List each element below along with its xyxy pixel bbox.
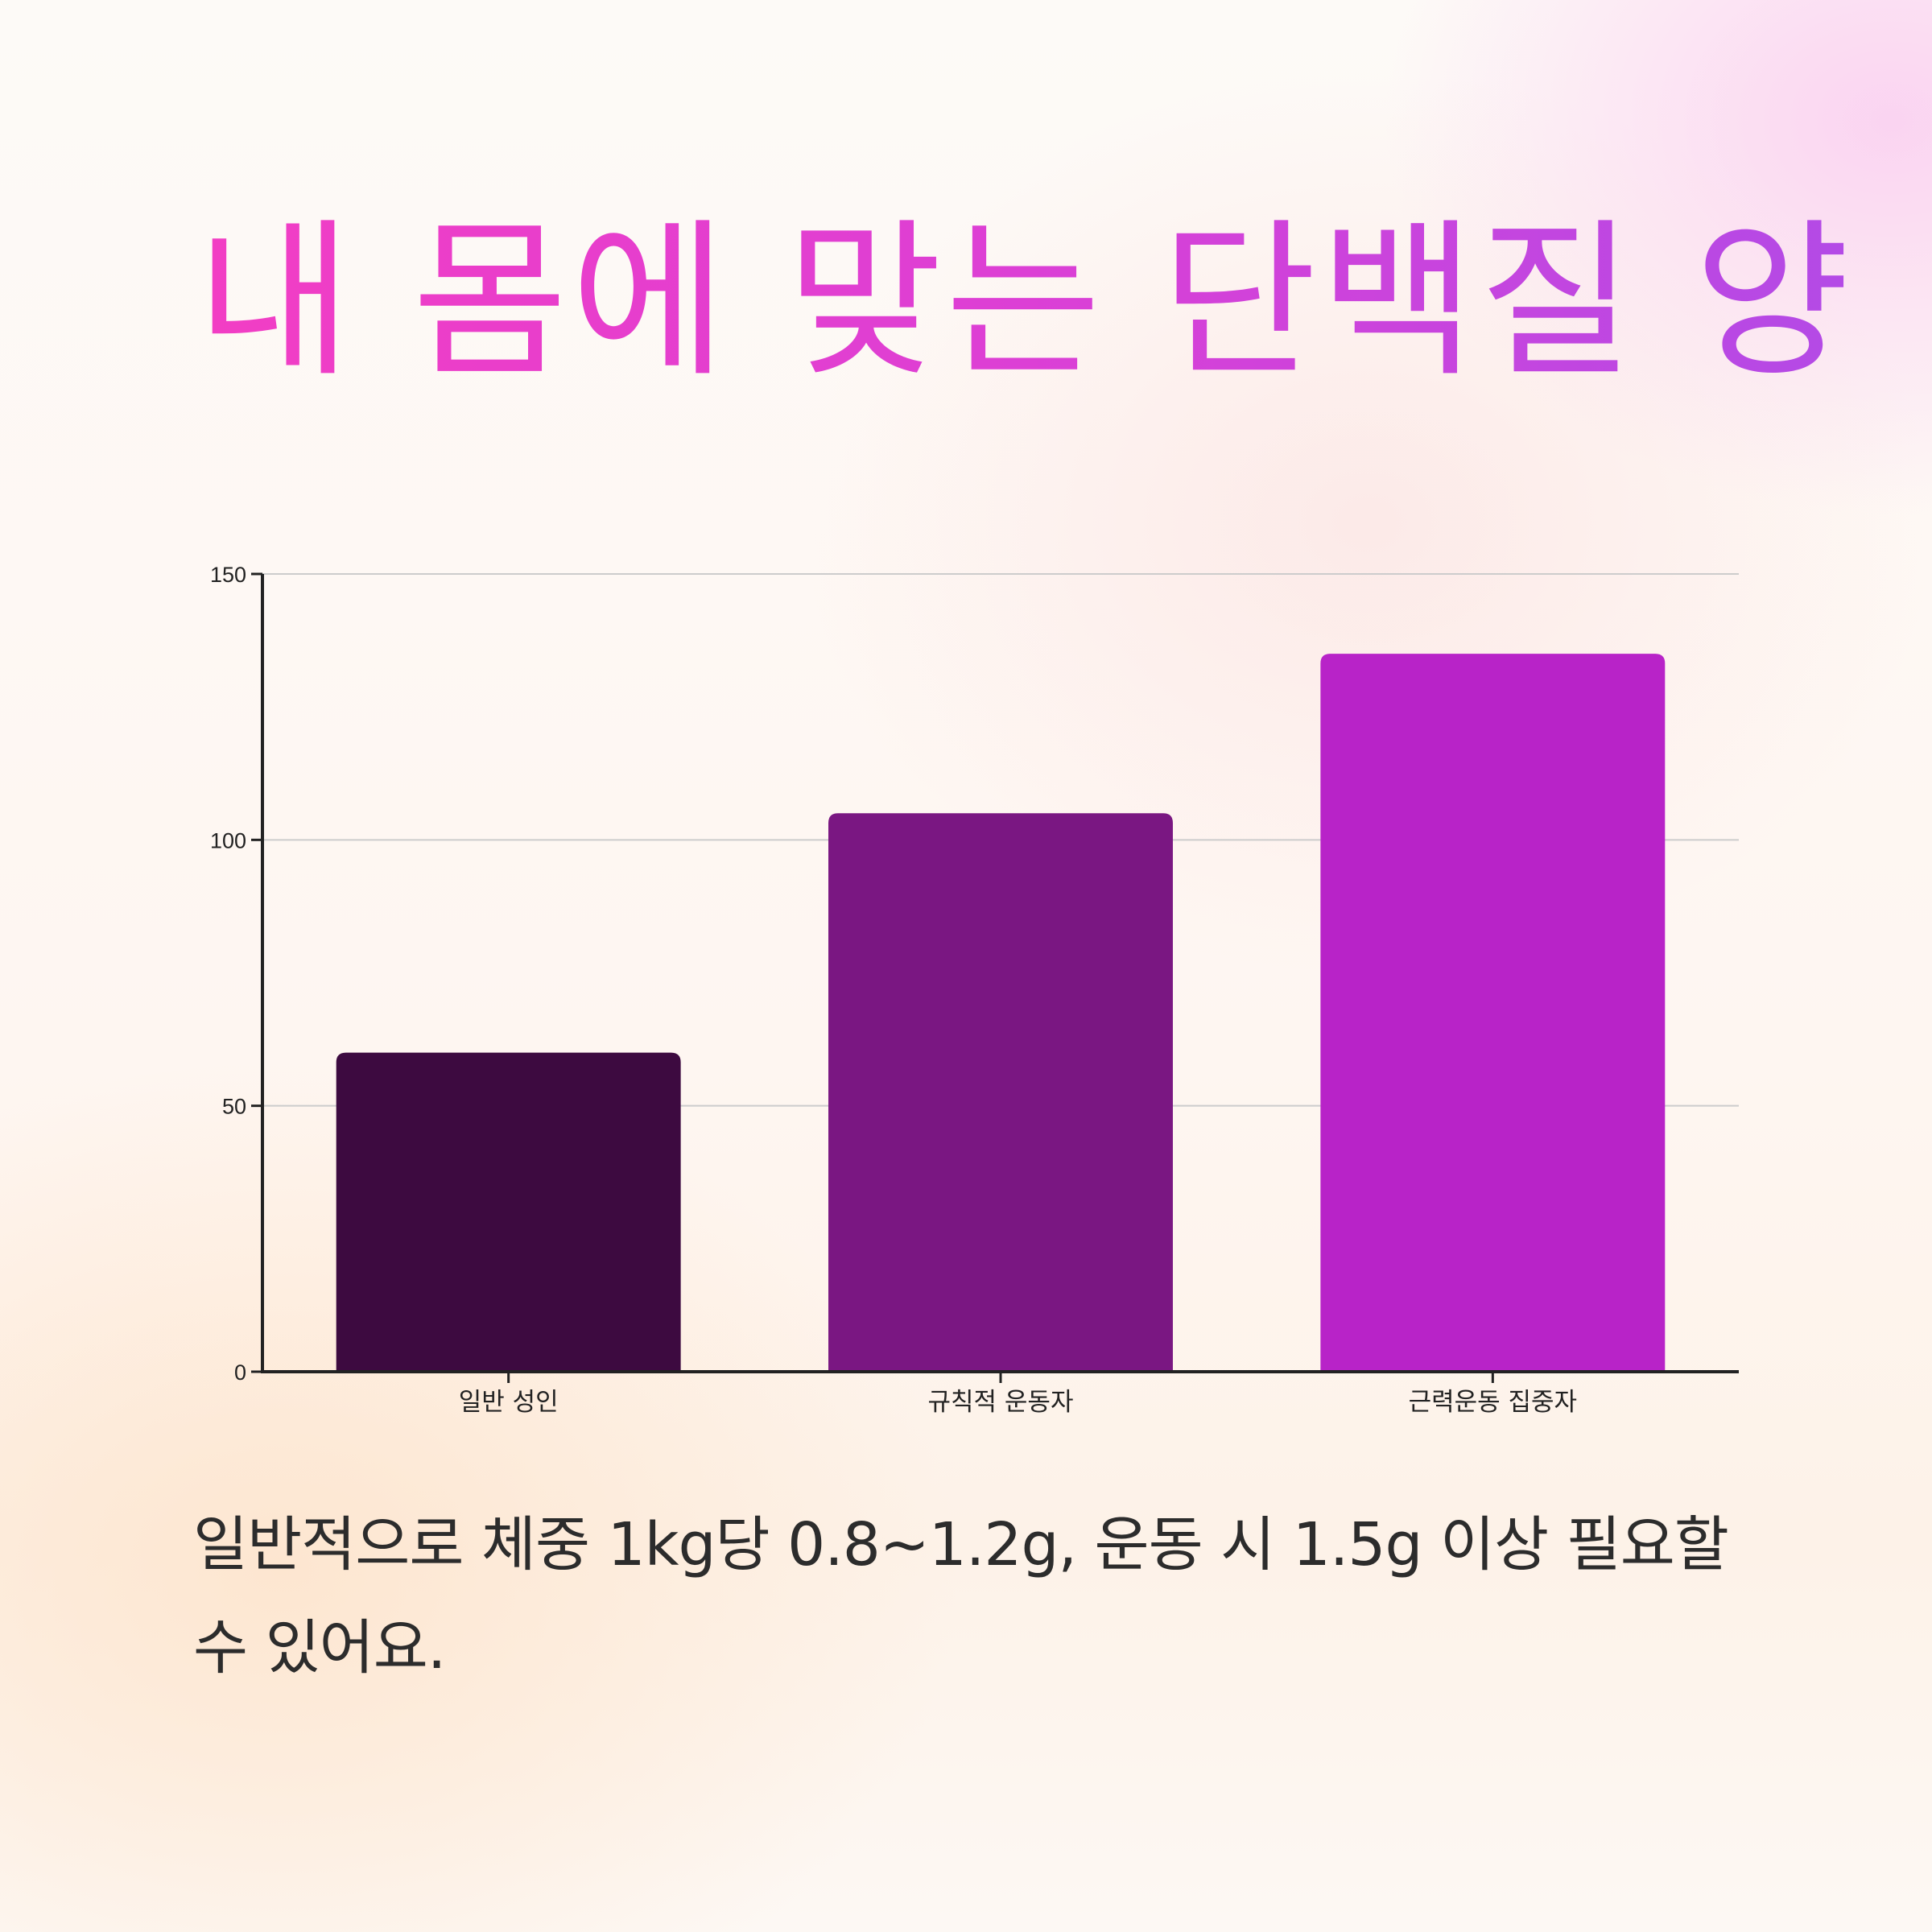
y-tick-label-100: 100: [210, 828, 246, 852]
y-tick-label-150: 150: [210, 563, 246, 587]
ticks: 0 50 100 150 일반 성인 규칙적 운동자 근력운동 집중자: [210, 563, 1577, 1417]
chart-caption: 일반적으로 체중 1kg당 0.8~1.2g, 운동 시 1.5g 이상 필요할…: [193, 1510, 1729, 1682]
bar-1: [336, 1052, 681, 1372]
y-tick-label-0: 0: [234, 1360, 246, 1385]
page-title: 내 몸에 맞는 단백질 양: [196, 203, 1853, 400]
bars: [336, 654, 1666, 1372]
x-tick-label-2: 규칙적 운동자: [928, 1388, 1074, 1417]
x-tick-label-1: 일반 성인: [459, 1388, 559, 1417]
bar-3: [1320, 654, 1666, 1372]
x-tick-label-3: 근력운동 집중자: [1409, 1388, 1578, 1417]
bar-2: [828, 813, 1173, 1372]
y-tick-label-50: 50: [222, 1095, 246, 1119]
